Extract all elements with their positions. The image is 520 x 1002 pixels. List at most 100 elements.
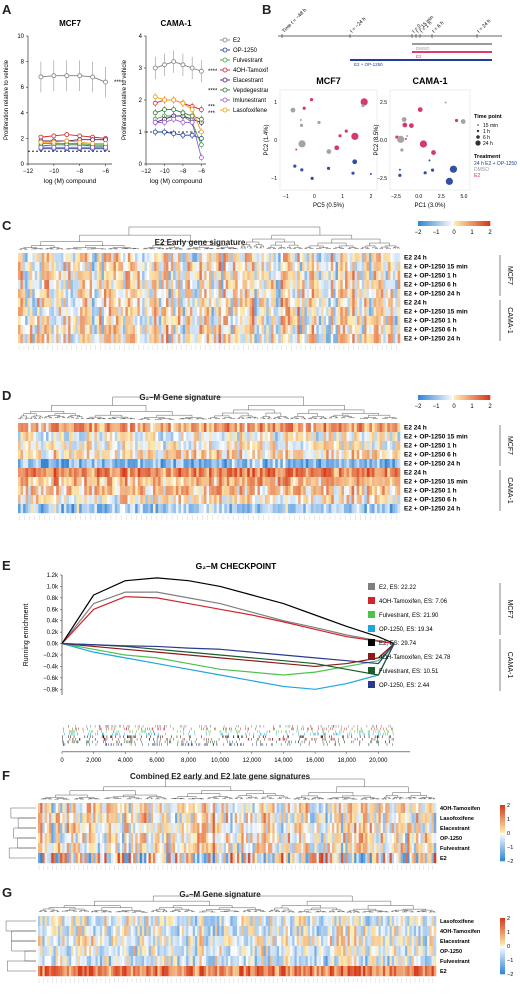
heatmap-cell xyxy=(244,504,248,514)
heatmap-cell xyxy=(201,495,205,505)
heatmap-cell xyxy=(96,495,100,505)
heatmap-cell xyxy=(63,271,67,281)
heatmap-cell xyxy=(366,271,370,281)
heatmap-cell xyxy=(199,334,203,344)
heatmap-cell xyxy=(106,280,110,290)
heatmap-cell xyxy=(204,262,207,272)
heatmap-cell xyxy=(58,477,62,487)
heatmap-cell xyxy=(364,459,368,469)
heatmap-cell xyxy=(122,504,126,514)
heatmap-cell xyxy=(89,253,93,263)
heatmap-cell xyxy=(142,450,146,460)
heatmap-cell xyxy=(120,325,124,335)
heatmap-cell xyxy=(151,325,155,335)
panel-letter-f: F xyxy=(2,768,10,783)
pca-point xyxy=(406,135,409,138)
legend-marker xyxy=(222,47,228,53)
heatmap-cell xyxy=(361,316,365,326)
data-point xyxy=(198,68,204,74)
heatmap-cell xyxy=(119,477,123,487)
heatmap-cell xyxy=(127,280,131,290)
heatmap-cell xyxy=(218,280,222,290)
heatmap-cell xyxy=(394,423,398,433)
heatmap-cell xyxy=(120,316,124,326)
heatmap-cell xyxy=(146,325,150,335)
heatmap-cell xyxy=(354,468,358,478)
legend-label: OP-1250 xyxy=(233,48,258,54)
heatmap-cell xyxy=(160,495,164,505)
heatmap-cell xyxy=(109,450,113,460)
heatmap-cell xyxy=(35,477,39,487)
heatmap-cell xyxy=(168,432,172,442)
heatmap-cell xyxy=(140,504,144,514)
heatmap-cell xyxy=(356,468,360,478)
pca-x-tick: 0.0 xyxy=(415,194,422,200)
heatmap-cell xyxy=(371,298,375,308)
heatmap-cell xyxy=(106,334,110,344)
heatmap-cell xyxy=(299,325,303,335)
heatmap-cell xyxy=(226,423,230,433)
heatmap-cell xyxy=(395,307,398,317)
heatmap-cell xyxy=(359,298,363,308)
pca-point xyxy=(326,166,331,170)
series-line xyxy=(40,139,106,142)
heatmap-cell xyxy=(27,262,31,272)
heatmap-cell xyxy=(132,271,136,281)
heatmap-cell xyxy=(285,280,289,290)
heatmap-cell xyxy=(351,468,355,478)
heatmap-cell xyxy=(132,432,136,442)
heatmap-cell xyxy=(87,262,90,272)
heatmap-cell xyxy=(232,280,236,290)
heatmap-cell xyxy=(112,432,116,442)
heatmap-cell xyxy=(295,441,299,451)
heatmap-cell xyxy=(49,253,52,263)
heatmap-cell xyxy=(392,477,396,487)
heatmap-cell xyxy=(168,334,172,344)
heatmap-cell xyxy=(377,495,380,505)
heatmap-cell xyxy=(271,253,274,263)
heatmap-cell xyxy=(229,486,233,496)
heatmap-cell xyxy=(160,468,164,478)
heatmap-cell xyxy=(130,459,133,469)
heatmap-cell xyxy=(63,504,67,514)
heatmap-cell xyxy=(118,271,121,281)
heatmap-cell xyxy=(313,468,317,478)
heatmap-cell xyxy=(256,262,260,272)
heatmap-cell xyxy=(142,486,146,496)
heatmap-cell xyxy=(280,262,284,272)
heatmap-cell xyxy=(132,477,136,487)
heatmap-cell xyxy=(94,423,98,433)
heatmap-cell xyxy=(352,271,355,281)
heatmap-cell xyxy=(287,316,291,326)
pca-point xyxy=(302,106,306,110)
heatmap-cell xyxy=(283,289,286,299)
heatmap-cell xyxy=(280,495,284,505)
heatmap-cell xyxy=(336,504,340,514)
heatmap-cell xyxy=(321,495,324,505)
heatmap-cell xyxy=(351,495,355,505)
heatmap-cell xyxy=(135,423,138,433)
heatmap-cell xyxy=(356,432,360,442)
pca-y-tick: 0 xyxy=(274,138,277,144)
heatmap-cell xyxy=(252,477,256,487)
heatmap-cell xyxy=(99,334,102,344)
heatmap-cell xyxy=(108,316,112,326)
heatmap-cell xyxy=(99,253,102,263)
colorbar-swatch xyxy=(446,395,450,400)
significance-label: *** xyxy=(208,111,216,117)
heatmap-cell xyxy=(364,495,368,505)
heatmap-cell xyxy=(220,334,224,344)
heatmap-cell xyxy=(213,253,217,263)
heatmap-cell xyxy=(275,450,279,460)
heatmap-cell xyxy=(310,495,314,505)
data-point xyxy=(162,97,167,103)
heatmap-cell xyxy=(261,271,265,281)
heatmap-cell xyxy=(151,280,155,290)
heatmap-cell xyxy=(366,334,370,344)
heatmap-cell xyxy=(135,441,138,451)
heatmap-cell xyxy=(33,432,37,442)
heatmap-cell xyxy=(124,432,128,442)
heatmap-cell xyxy=(266,307,269,317)
heatmap-cell xyxy=(275,253,279,263)
heatmap-cell xyxy=(193,441,197,451)
